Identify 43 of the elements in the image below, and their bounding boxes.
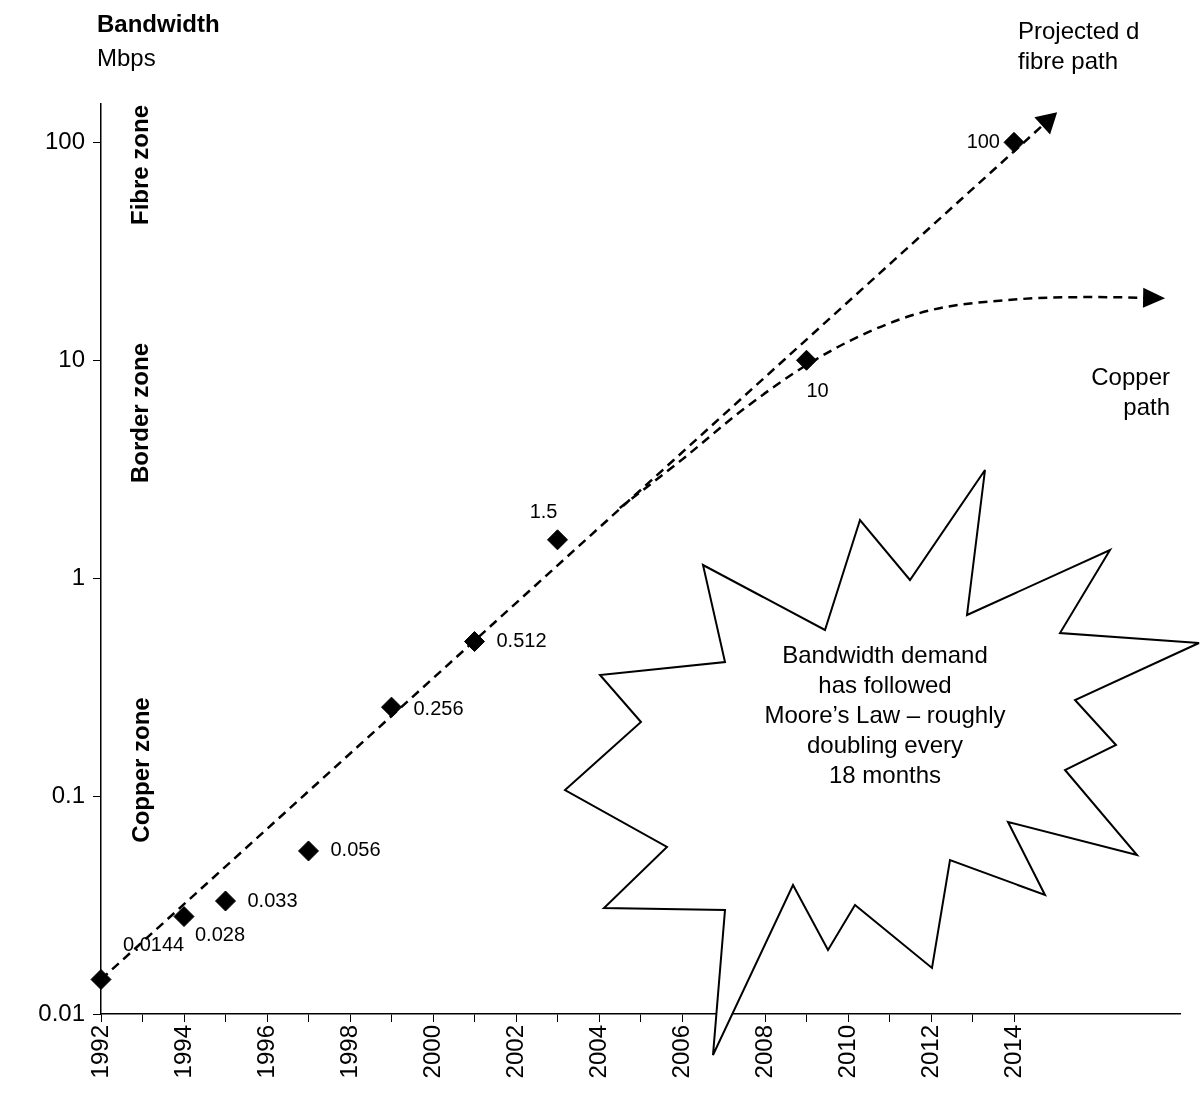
point [547,529,568,551]
data-label: 1.5 [529,500,558,523]
point [173,906,195,928]
x-tick-label: 2004 [583,1025,611,1079]
x-tick-label: 2008 [749,1025,777,1079]
y-tick-label: 1 [71,562,85,590]
annotation: Copper zone [125,697,155,843]
point [298,840,319,862]
x-tick-label: 1994 [168,1025,196,1079]
x-tick-label: 2002 [500,1025,528,1079]
point [464,631,485,653]
data-label: 0.033 [247,888,298,911]
x-tick-label: 2014 [998,1025,1026,1079]
annotation: Border zone [125,342,154,484]
text: Projected d fibre path [1018,16,1140,76]
data-label: 0.256 [413,696,464,719]
data-label: 0.0144 [123,933,185,956]
x-tick-label: 1998 [334,1025,362,1079]
point [215,890,236,912]
y-tick-label: 100 [44,127,85,154]
data-label: 0.028 [195,923,246,946]
annotation: Fibre zone [125,104,154,226]
chart-subtitle: Mbps [97,44,156,72]
y-tick-label: 0.01 [38,998,85,1026]
data-label: 0.056 [330,838,381,861]
x-tick-label: 1992 [85,1025,113,1079]
y-tick-label: 0.1 [51,780,85,808]
data-label: 10 [806,378,829,401]
point [90,968,112,990]
x-tick-label: 1996 [251,1025,279,1079]
point [1003,131,1025,153]
annotation: Bandwidth demand has followed Moore’s Law – roughly doubling every 18 months [764,640,1006,790]
x-tick-label: 2006 [666,1025,694,1079]
data-label: 0.512 [496,629,547,652]
x-tick-label: 2010 [832,1025,860,1079]
annotation: Copper path [1091,362,1170,422]
x-tick-label: 2012 [915,1025,943,1079]
point [381,696,402,718]
y-tick-label: 10 [58,344,85,372]
y-axis-title: Bandwidth [97,10,220,38]
x-tick-label: 2000 [417,1025,445,1079]
data-label: 100 [966,129,1000,152]
point [796,349,817,371]
